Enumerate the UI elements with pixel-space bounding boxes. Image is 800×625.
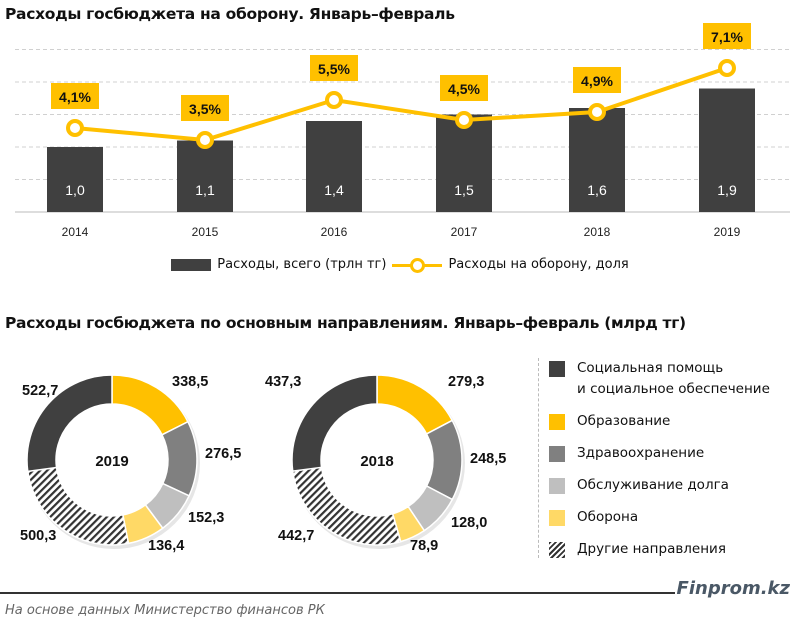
donut-chart-title: Расходы госбюджета по основным направлен… [5, 314, 686, 332]
x-tick-label: 2014 [62, 225, 89, 239]
source-note: На основе данных Министерство финансов Р… [5, 603, 325, 618]
bar [306, 121, 362, 212]
x-tick-label: 2016 [321, 225, 348, 239]
bar-value-label: 1,6 [587, 182, 607, 198]
legend-item-defense: Оборона [549, 507, 800, 528]
donut-value-label: 152,3 [188, 510, 224, 526]
donut-value-label: 276,5 [205, 446, 241, 462]
legend-label-line: Расходы на оборону, доля [448, 257, 629, 272]
legend-swatch-line [392, 257, 443, 273]
line-value-label: 4,9% [581, 73, 613, 89]
legend-label-bar: Расходы, всего (трлн тг) [217, 257, 387, 272]
line-value-label: 7,1% [711, 29, 743, 45]
donut-center-label: 2019 [95, 453, 128, 470]
line-value-label: 4,1% [59, 89, 91, 105]
bar [177, 140, 233, 212]
donut-value-label: 128,0 [451, 515, 487, 531]
legend-swatch [549, 446, 565, 462]
x-tick-label: 2015 [192, 225, 219, 239]
legend-swatch [549, 478, 565, 494]
bar [436, 114, 492, 212]
line-point [66, 119, 84, 137]
brand-logo: Finprom.kz [676, 578, 790, 599]
legend-item-other: Другие направления [549, 539, 800, 560]
legend-item-health: Здравоохранение [549, 443, 800, 464]
x-tick-label: 2017 [451, 225, 478, 239]
legend-label-line1: Социальная помощь [577, 360, 724, 376]
legend-item-social: Социальная помощь и социальное обеспечени… [549, 358, 800, 400]
line-point [718, 59, 736, 77]
bar-value-label: 1,5 [454, 182, 474, 198]
bar-chart-legend: Расходы, всего (трлн тг) Расходы на обор… [0, 257, 800, 273]
legend-swatch [549, 510, 565, 526]
legend-label: Обслуживание долга [577, 477, 729, 493]
line-value-label: 5,5% [318, 61, 350, 77]
line-point [588, 103, 606, 121]
legend-item-debt: Обслуживание долга [549, 475, 800, 496]
donut-value-label: 78,9 [410, 538, 438, 554]
legend-label: Образование [577, 413, 671, 429]
footer-divider [0, 592, 675, 594]
donut-value-label: 136,4 [148, 538, 184, 554]
legend-label: Здравоохранение [577, 445, 705, 461]
bar-value-label: 1,0 [65, 182, 85, 198]
legend-swatch-bar [171, 258, 212, 271]
line-label-box [310, 55, 358, 81]
donut-center-label: 2018 [360, 453, 393, 470]
donut-value-label: 248,5 [470, 451, 506, 467]
donut-hole [56, 404, 168, 516]
donut-value-label: 500,3 [20, 528, 56, 544]
line-label-box [181, 95, 229, 121]
x-tick-label: 2018 [584, 225, 611, 239]
donut-hole [321, 404, 433, 516]
bar-value-label: 1,1 [195, 182, 215, 198]
bar-value-label: 1,4 [324, 182, 344, 198]
line-series [74, 66, 728, 143]
legend-item-education: Образование [549, 411, 800, 432]
bar-chart-title: Расходы госбюджета на оборону. Январь–фе… [5, 5, 455, 23]
line-point [325, 91, 343, 109]
line-label-box [573, 67, 621, 93]
line-point [455, 111, 473, 129]
donut-value-label: 522,7 [22, 383, 58, 399]
line-point [196, 131, 214, 149]
bar [569, 108, 625, 212]
bar-value-label: 1,9 [717, 182, 737, 198]
donut-value-label: 279,3 [448, 374, 484, 390]
line-label-box [440, 75, 488, 101]
legend-label-line2: и социальное обеспечение [577, 381, 770, 397]
line-value-label: 4,5% [448, 81, 480, 97]
donut-legend: Социальная помощь и социальное обеспечени… [538, 358, 800, 558]
donut-value-label: 338,5 [172, 374, 208, 390]
bar [699, 88, 755, 212]
line-value-label: 3,5% [189, 101, 221, 117]
line-label-box [51, 83, 99, 109]
donut-value-label: 437,3 [265, 374, 301, 390]
legend-label: Социальная помощь и социальное обеспечени… [577, 358, 770, 400]
legend-swatch [549, 361, 565, 377]
legend-label: Другие направления [577, 541, 726, 557]
x-tick-label: 2019 [714, 225, 741, 239]
legend-swatch-hatch [549, 542, 565, 558]
line-label-box [703, 23, 751, 49]
legend-label: Оборона [577, 509, 639, 525]
bar [47, 147, 103, 212]
donut-value-label: 442,7 [278, 528, 314, 544]
legend-swatch [549, 414, 565, 430]
